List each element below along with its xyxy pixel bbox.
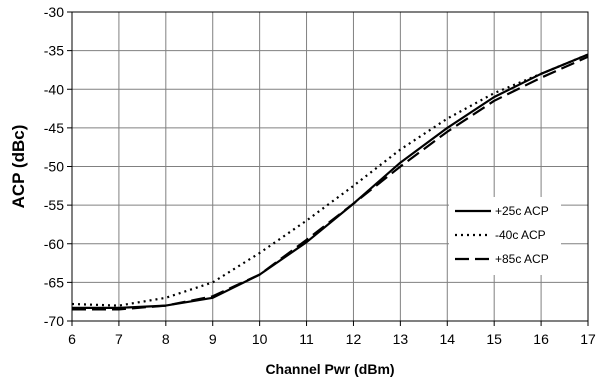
x-tick-label-2: 8 xyxy=(162,331,170,347)
x-tick-label-3: 9 xyxy=(209,331,217,347)
y-tick-label-3: -55 xyxy=(44,197,64,213)
y-axis-title: ACP (dBc) xyxy=(9,125,28,209)
y-tick-label-1: -65 xyxy=(44,274,64,290)
x-tick-label-4: 10 xyxy=(252,331,268,347)
y-tick-label-7: -35 xyxy=(44,43,64,59)
series-line-2 xyxy=(72,55,589,311)
y-tick-label-5: -45 xyxy=(44,120,64,136)
legend: +25c ACP -40c ACP +85c ACP xyxy=(449,197,561,275)
x-tick-label-0: 6 xyxy=(68,331,76,347)
x-tick-label-11: 17 xyxy=(580,331,596,347)
y-tick-label-8: -30 xyxy=(44,4,64,20)
legend-label-0: +25c ACP xyxy=(495,204,549,218)
legend-label-1: -40c ACP xyxy=(495,228,546,242)
y-tick-label-0: -70 xyxy=(44,313,64,329)
x-tick-label-1: 7 xyxy=(115,331,123,347)
x-axis-tick-labels: 6 7 8 9 10 11 12 13 14 15 16 17 xyxy=(68,321,596,347)
x-tick-label-8: 14 xyxy=(439,331,455,347)
x-tick-label-9: 15 xyxy=(486,331,502,347)
y-tick-label-2: -60 xyxy=(44,236,64,252)
y-tick-label-4: -50 xyxy=(44,159,64,175)
x-tick-label-7: 13 xyxy=(393,331,409,347)
data-series xyxy=(71,53,589,311)
y-tick-label-6: -40 xyxy=(44,81,64,97)
x-tick-label-10: 16 xyxy=(533,331,549,347)
legend-label-2: +85c ACP xyxy=(495,252,549,266)
y-axis-tick-labels: -70 -65 -60 -55 -50 -45 -40 -35 -30 xyxy=(44,4,72,329)
x-tick-label-5: 11 xyxy=(299,331,314,347)
x-tick-label-6: 12 xyxy=(346,331,362,347)
x-axis-title: Channel Pwr (dBm) xyxy=(265,361,394,377)
